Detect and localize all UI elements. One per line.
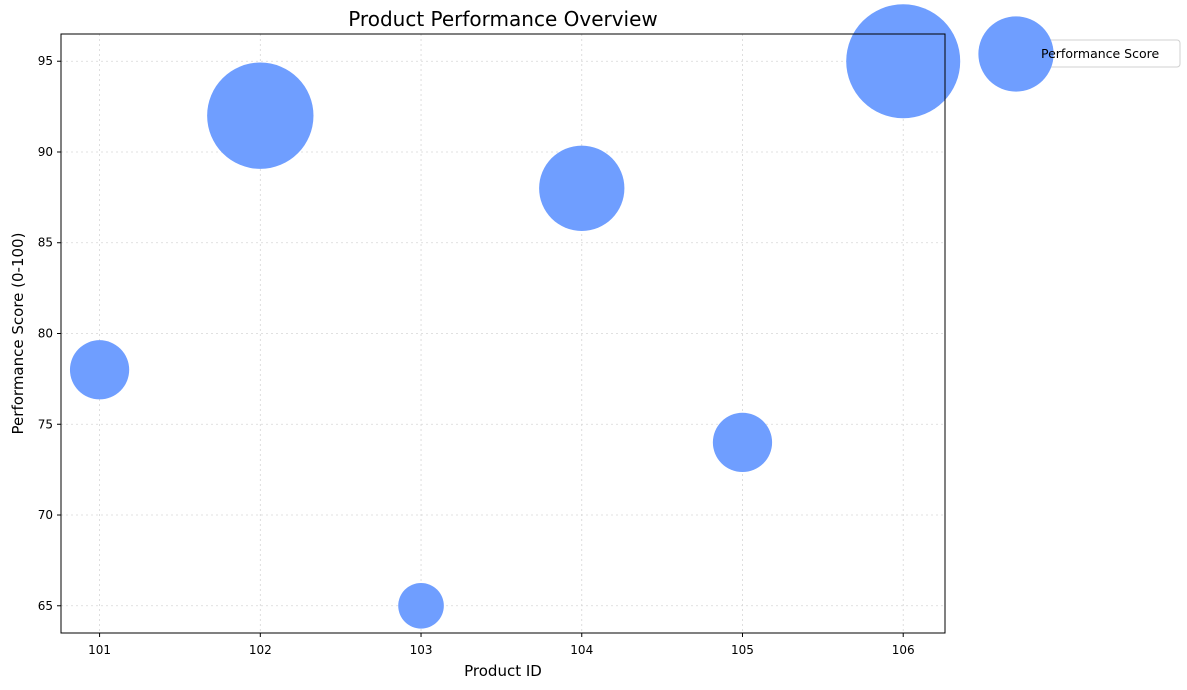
- x-tick-label: 102: [249, 643, 272, 657]
- data-bubble: [539, 145, 625, 231]
- y-axis: 65 70 75 80 85 90 95: [38, 54, 61, 613]
- y-tick-label: 80: [38, 327, 53, 341]
- data-bubble: [846, 4, 961, 119]
- y-tick-label: 85: [38, 236, 53, 250]
- data-bubble: [712, 412, 773, 473]
- x-tick-label: 101: [88, 643, 111, 657]
- chart-title: Product Performance Overview: [348, 7, 658, 31]
- legend-label: Performance Score: [1041, 46, 1160, 61]
- bubble-layer: [69, 4, 961, 629]
- legend-marker: [978, 16, 1054, 92]
- data-bubble: [398, 582, 444, 629]
- data-bubble: [207, 62, 314, 169]
- x-tick-label: 105: [731, 643, 754, 657]
- y-tick-label: 70: [38, 508, 53, 522]
- x-axis-label: Product ID: [464, 662, 542, 680]
- x-tick-label: 104: [570, 643, 593, 657]
- x-tick-label: 106: [892, 643, 915, 657]
- y-tick-label: 95: [38, 54, 53, 68]
- y-tick-label: 90: [38, 145, 53, 159]
- x-axis: 101 102 103 104 105 106: [88, 633, 915, 657]
- y-axis-label: Performance Score (0-100): [9, 233, 27, 435]
- x-tick-label: 103: [410, 643, 433, 657]
- legend: Performance Score: [978, 16, 1181, 92]
- y-tick-label: 65: [38, 599, 53, 613]
- y-tick-label: 75: [38, 417, 53, 431]
- grid-layer: [61, 34, 945, 633]
- data-bubble: [69, 340, 130, 400]
